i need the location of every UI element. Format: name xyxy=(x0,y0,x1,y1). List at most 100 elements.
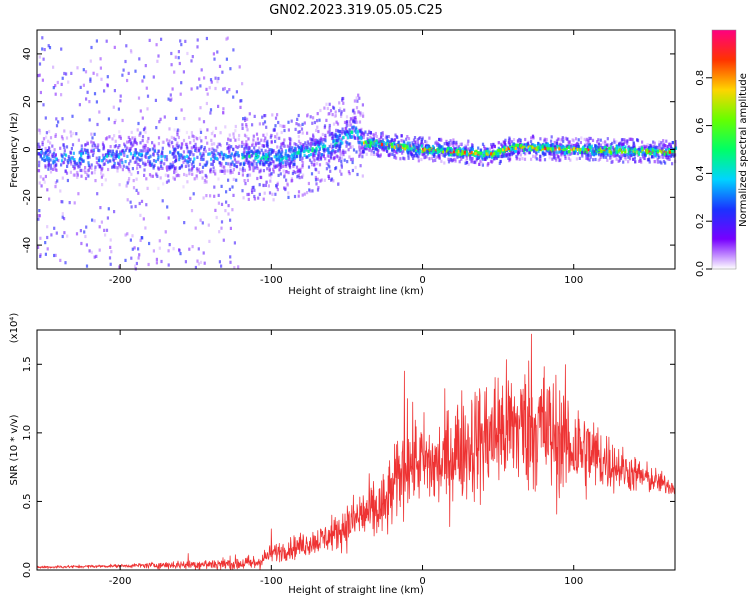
spectrogram-cell xyxy=(580,152,584,157)
spectrogram-cell xyxy=(375,139,378,143)
spectrogram-cell xyxy=(169,93,172,97)
spectrogram-cell xyxy=(519,144,523,148)
spectrogram-cell xyxy=(152,249,155,253)
spectrogram-cell xyxy=(322,154,325,159)
spectrogram-cell xyxy=(63,145,66,149)
spectrogram-cell xyxy=(311,149,314,153)
spectrogram-cell xyxy=(412,156,415,160)
spectrogram-cell xyxy=(290,119,293,123)
spectrogram-cell xyxy=(229,218,232,222)
spectrogram-cell xyxy=(227,137,230,141)
spectrogram-cell xyxy=(205,36,208,41)
spectrogram-cell xyxy=(328,129,331,133)
spectrogram-cell xyxy=(145,149,148,153)
spectrogram-cell xyxy=(643,156,646,161)
spectrogram-cell xyxy=(86,169,89,173)
spectrogram-cell xyxy=(252,169,255,173)
spectrogram-cell xyxy=(564,154,567,159)
spectrogram-cell xyxy=(107,154,110,158)
spectrogram-cell xyxy=(126,232,129,236)
spectrogram-cell xyxy=(610,160,613,164)
spectrogram-cell xyxy=(184,260,187,264)
spectrogram-cell xyxy=(443,150,446,155)
spectrogram-cell xyxy=(39,254,42,258)
spectrogram-cell xyxy=(356,120,359,124)
spectrogram-cell xyxy=(150,174,153,178)
spectrogram-cell xyxy=(201,176,204,180)
spectrogram-cell xyxy=(420,157,423,162)
spectrogram-cell xyxy=(336,122,340,126)
spectrogram-cell xyxy=(559,149,562,153)
spectrogram-cell xyxy=(368,129,371,133)
spectrogram-cell xyxy=(54,185,57,189)
spectrogram-cell xyxy=(446,149,449,153)
spectrogram-cell xyxy=(388,145,391,149)
spectrogram-cell xyxy=(437,149,440,153)
spectrogram-cell xyxy=(391,146,394,150)
spectrogram-cell xyxy=(341,131,344,135)
spectrogram-cell xyxy=(369,144,372,148)
spectrogram-cell xyxy=(257,159,260,163)
spectrogram-cell xyxy=(368,148,371,152)
spectrogram-cell xyxy=(174,149,177,153)
spectrogram-cell xyxy=(126,78,129,83)
spectrogram-cell xyxy=(92,71,95,75)
spectrogram-cell xyxy=(229,165,232,169)
spectrogram-cell xyxy=(219,131,222,135)
spectrogram-cell xyxy=(112,165,115,169)
spectrogram-cell xyxy=(156,174,159,178)
spectrogram-cell xyxy=(297,135,300,139)
spectrogram-cell xyxy=(338,138,341,142)
spectrogram-cell xyxy=(432,152,435,157)
spectrogram-cell xyxy=(52,151,56,155)
spectrogram-cell xyxy=(426,145,429,149)
spectrogram-cell xyxy=(351,160,354,165)
spectrogram-cell xyxy=(297,169,300,173)
spectrogram-cell xyxy=(87,168,90,172)
spectrogram-cell xyxy=(60,82,63,86)
spectrogram-cell xyxy=(618,155,621,159)
spectrogram-cell xyxy=(286,159,289,163)
spectrogram-cell xyxy=(637,150,640,154)
spectrogram-cell xyxy=(165,180,169,184)
spectrogram-cell xyxy=(152,153,155,157)
spectrogram-cell xyxy=(484,150,487,154)
spectrogram-cell xyxy=(335,120,338,124)
spectrogram-cell xyxy=(573,149,576,153)
spectrogram-cell xyxy=(614,151,617,155)
spectrogram-cell xyxy=(109,145,112,149)
spectrogram-cell xyxy=(273,164,276,168)
spectrogram-cell xyxy=(155,257,158,261)
spectrogram-cell xyxy=(434,141,437,145)
spectrogram-cell xyxy=(674,146,677,150)
spectrogram-cell xyxy=(657,160,660,164)
spectrogram-cell xyxy=(451,141,454,145)
spectrogram-cell xyxy=(44,164,47,168)
spectrogram-cell xyxy=(200,139,203,143)
spectrogram-cell xyxy=(190,59,193,63)
spectrogram-cell xyxy=(460,157,463,161)
spectrogram-cell xyxy=(357,136,360,140)
spectrogram-cell xyxy=(301,159,304,163)
spectrogram-cell xyxy=(142,127,146,131)
spectrogram-cell xyxy=(59,146,62,150)
spectrogram-cell xyxy=(130,50,133,54)
spectrogram-cell xyxy=(589,153,592,157)
spectrogram-cell xyxy=(209,78,213,82)
spectrogram-cell xyxy=(591,149,594,153)
spectrogram-cell xyxy=(545,149,548,153)
spectrogram-cell xyxy=(333,151,336,155)
spectrogram-cell xyxy=(197,247,200,251)
spectrogram-cell xyxy=(394,156,397,160)
spectrogram-cell xyxy=(586,142,589,147)
spectrogram-cell xyxy=(100,175,103,179)
spectrogram-cell xyxy=(385,142,388,146)
spectrogram-cell xyxy=(302,144,305,148)
spectrogram-cell xyxy=(264,136,267,140)
spectrogram-cell xyxy=(61,215,64,219)
spectrogram-cell xyxy=(279,160,282,164)
spectrogram-cell xyxy=(373,133,376,137)
spectrogram-cell xyxy=(527,145,530,149)
spectrogram-cell xyxy=(203,146,206,150)
spectrogram-cell xyxy=(282,169,285,173)
